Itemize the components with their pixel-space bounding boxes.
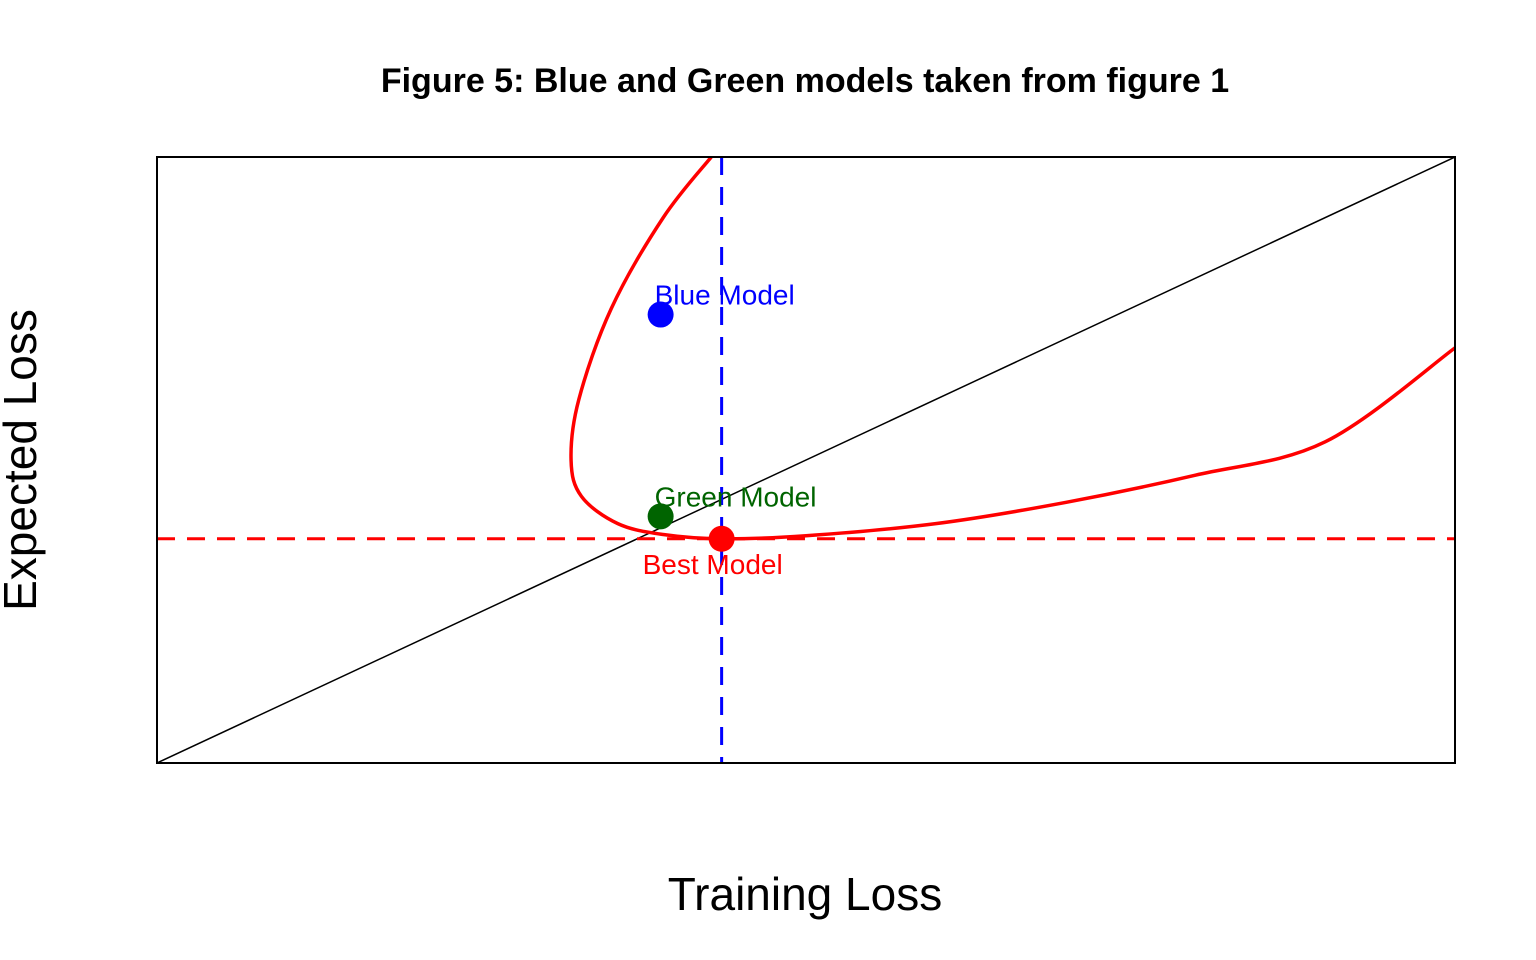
plot-frame: [156, 156, 1456, 764]
green-model-label: Green Model: [655, 481, 817, 512]
best-model-point: [708, 525, 735, 552]
y-axis-label: Expected Loss: [0, 309, 46, 611]
blue-model-label: Blue Model: [655, 280, 795, 311]
blue-model-point: [647, 301, 674, 328]
plot-area: [157, 157, 1455, 763]
x-axis-label: Training Loss: [668, 868, 942, 920]
best-model-label: Best Model: [643, 549, 783, 580]
diagonal-reference-line: [157, 157, 1455, 763]
chart-title: Figure 5: Blue and Green models taken fr…: [381, 62, 1229, 100]
green-model-point: [647, 503, 674, 530]
marker-layer: Blue Model Green Model Best Model: [643, 280, 817, 580]
